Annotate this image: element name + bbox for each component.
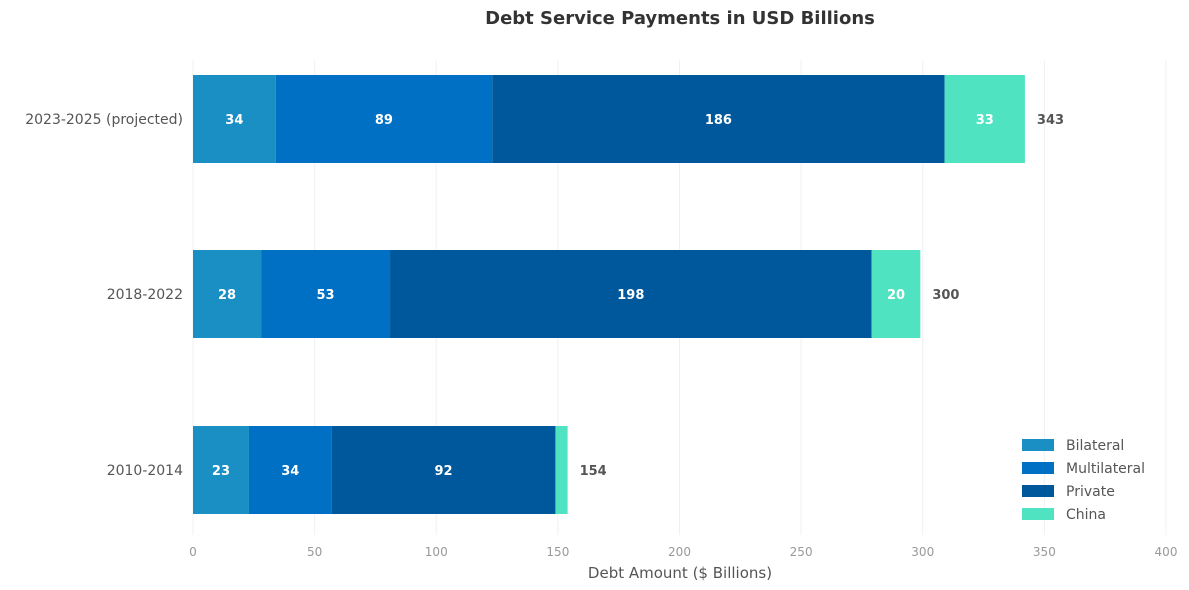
chart-title: Debt Service Payments in USD Billions [485, 8, 875, 29]
data-label: 89 [375, 113, 393, 128]
legend-label: Bilateral [1066, 438, 1124, 454]
data-label: 186 [705, 113, 732, 128]
bar-segment-bilateral[interactable] [193, 75, 276, 163]
legend-swatch-private [1022, 485, 1054, 497]
y-tick-label: 2023-2025 (projected) [25, 112, 183, 128]
data-label: 28 [218, 288, 236, 303]
bar-segment-multilateral[interactable] [275, 75, 493, 163]
y-tick-label: 2010-2014 [107, 463, 183, 479]
bar-segment-china[interactable] [871, 250, 921, 338]
x-tick-label: 50 [307, 545, 322, 559]
legend[interactable]: Bilateral Multilateral Private China [1022, 438, 1145, 523]
bar-segment-private[interactable] [492, 75, 945, 163]
x-tick-label: 400 [1155, 545, 1178, 559]
bar-segment-bilateral[interactable] [193, 250, 262, 338]
legend-label: China [1066, 507, 1106, 523]
bar-segment-multilateral[interactable] [248, 426, 332, 514]
legend-swatch-bilateral [1022, 439, 1054, 451]
data-label: 20 [887, 288, 905, 303]
x-tick-label: 100 [425, 545, 448, 559]
data-label: 53 [317, 288, 335, 303]
x-axis-label: Debt Amount ($ Billions) [588, 564, 772, 582]
bar-segment-private[interactable] [331, 426, 556, 514]
data-label: 23 [212, 464, 230, 479]
x-tick-label: 150 [546, 545, 569, 559]
legend-swatch-multilateral [1022, 462, 1054, 474]
x-tick-label: 0 [189, 545, 197, 559]
data-label: 33 [976, 113, 994, 128]
y-axis-ticks: 2010-2014 2018-2022 2023-2025 (projected) [25, 112, 183, 479]
bars: 23 34 92 154 28 53 198 20 300 34 89 186 33 343 [193, 75, 1064, 514]
legend-swatch-china [1022, 508, 1054, 520]
y-tick-label: 2018-2022 [107, 287, 183, 303]
data-label: 34 [225, 113, 243, 128]
bar-segment-private[interactable] [390, 250, 872, 338]
total-label: 154 [580, 464, 607, 479]
x-axis-ticks: 0 50 100 150 200 250 300 350 400 [189, 545, 1177, 559]
legend-label: Private [1066, 484, 1115, 500]
x-tick-label: 250 [790, 545, 813, 559]
bar-segment-china[interactable] [555, 426, 568, 514]
x-tick-label: 350 [1033, 545, 1056, 559]
total-label: 343 [1037, 113, 1064, 128]
data-label: 34 [281, 464, 299, 479]
total-label: 300 [932, 288, 959, 303]
legend-label: Multilateral [1066, 461, 1145, 477]
x-tick-label: 300 [911, 545, 934, 559]
bar-segment-multilateral[interactable] [261, 250, 391, 338]
data-label: 92 [435, 464, 453, 479]
data-label: 198 [617, 288, 644, 303]
x-tick-label: 200 [668, 545, 691, 559]
bar-segment-bilateral[interactable] [193, 426, 249, 514]
bar-segment-china[interactable] [944, 75, 1025, 163]
